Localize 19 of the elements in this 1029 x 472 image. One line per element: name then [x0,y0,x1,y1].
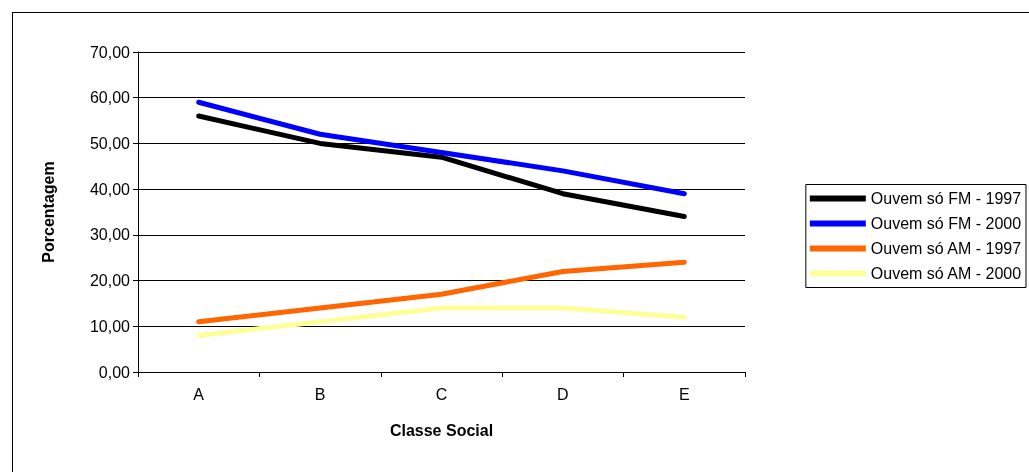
y-tick-label: 60,00 [89,89,131,107]
y-tick-label: 50,00 [89,134,131,152]
y-tick-label: 70,00 [89,43,131,61]
x-tick-label: D [557,385,569,403]
x-axis-title: Classe Social [389,421,494,439]
legend-label: Ouvem só FM - 1997 [870,190,1022,207]
y-tick-label: 20,00 [89,272,131,290]
legend-label: Ouvem só AM - 2000 [870,265,1022,282]
y-tick-label: 10,00 [89,317,131,335]
y-tick-label: 30,00 [89,226,131,244]
x-tick-label: B [314,385,326,403]
x-tick-label: A [193,385,205,403]
y-tick-label: 0,00 [98,363,131,381]
x-tick-label: E [678,385,690,403]
legend-label: Ouvem só FM - 2000 [870,215,1022,232]
legend-label: Ouvem só AM - 1997 [870,240,1022,257]
y-tick-label: 40,00 [89,180,131,198]
x-tick-label: C [435,385,448,403]
y-axis-title: Porcentagem [39,161,57,263]
